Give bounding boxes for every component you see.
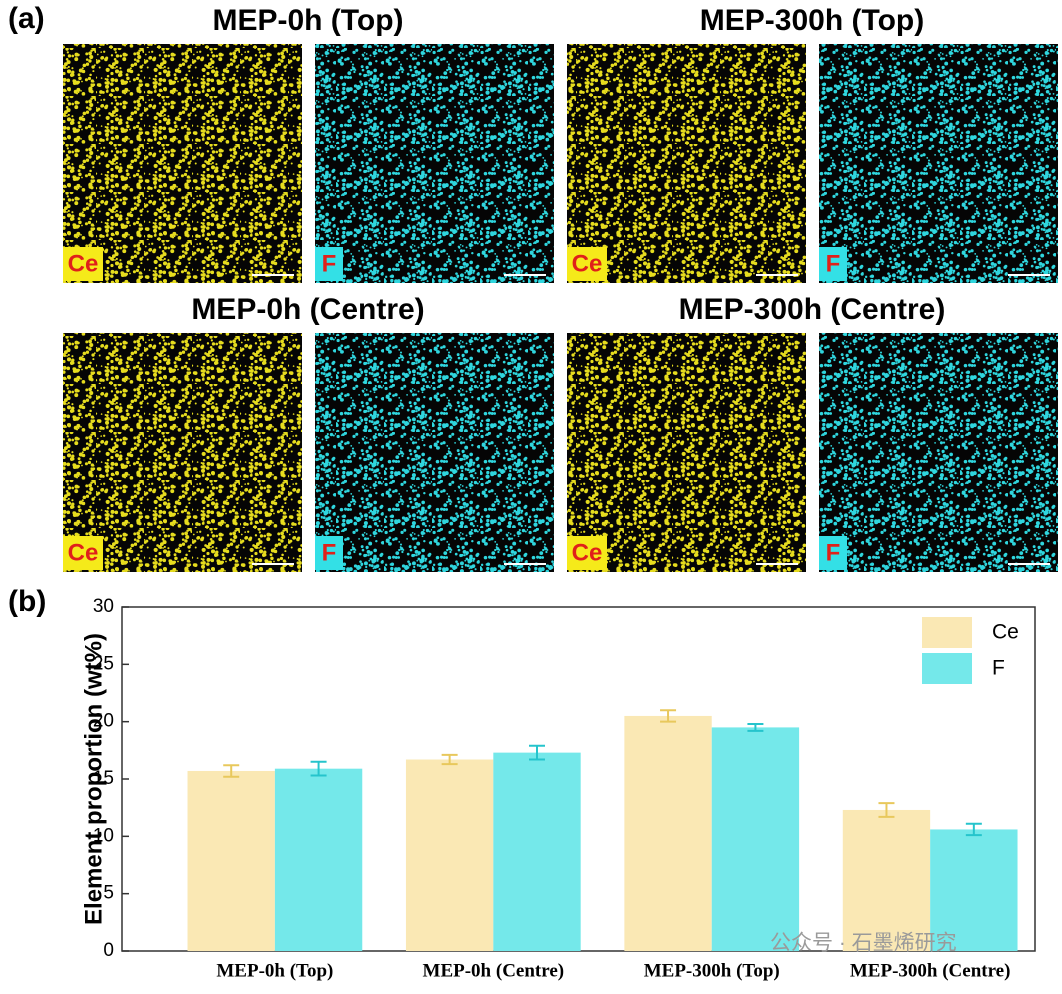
bar [624, 715, 712, 951]
bar [493, 752, 581, 951]
eds-map [567, 44, 806, 283]
watermark: 公众号 · 石墨烯研究 [770, 932, 957, 955]
legend-swatch [922, 617, 972, 648]
bar [711, 727, 800, 951]
bar [930, 829, 1018, 951]
element-badge [567, 536, 607, 570]
element-badge [819, 536, 847, 570]
x-tick-label: MEP-300h (Centre) [850, 960, 1011, 981]
bar [405, 759, 494, 951]
error-bar [747, 722, 764, 732]
map-title: MEP-0h (Top) [212, 4, 403, 37]
bar [187, 770, 275, 951]
eds-map [63, 333, 302, 572]
eds-map [819, 44, 1058, 283]
element-label: Ce [68, 250, 99, 277]
eds-map [567, 333, 806, 572]
bar [274, 768, 363, 951]
error-bar [878, 802, 895, 818]
x-tick-label: MEP-300h (Top) [644, 960, 780, 981]
panel-label: (b) [8, 585, 46, 618]
element-label: Ce [572, 539, 603, 566]
element-badge [63, 536, 103, 570]
y-tick-label: 0 [103, 940, 114, 961]
y-tick-label: 15 [93, 768, 114, 789]
element-label: F [322, 539, 337, 566]
legend-swatch [922, 653, 972, 684]
eds-map [819, 333, 1058, 572]
map-title: MEP-300h (Centre) [679, 293, 946, 326]
element-label: F [322, 250, 337, 277]
eds-map [315, 44, 554, 283]
element-label: Ce [572, 250, 603, 277]
error-bar [223, 764, 240, 778]
element-badge [315, 247, 343, 281]
element-label: F [826, 539, 841, 566]
y-tick-label: 20 [93, 711, 114, 732]
element-badge [567, 247, 607, 281]
panel-label: (a) [8, 2, 45, 35]
eds-map [63, 44, 302, 283]
legend-label: F [992, 657, 1005, 680]
map-title: MEP-300h (Top) [700, 4, 924, 37]
error-bar [660, 709, 677, 723]
y-tick-label: 25 [93, 653, 114, 674]
error-bar [529, 744, 545, 761]
element-label: F [826, 250, 841, 277]
element-badge [63, 247, 103, 281]
legend-label: Ce [992, 621, 1019, 644]
x-tick-label: MEP-0h (Top) [216, 960, 333, 981]
y-tick-label: 30 [93, 596, 114, 617]
map-title: MEP-0h (Centre) [191, 293, 424, 326]
element-label: Ce [68, 539, 99, 566]
y-tick-label: 10 [93, 825, 114, 846]
y-axis-label: Element proportion (wt%) [80, 633, 107, 925]
error-bar [965, 822, 982, 837]
error-bar [441, 753, 458, 766]
eds-map [315, 333, 554, 572]
element-badge [819, 247, 847, 281]
y-tick-label: 5 [103, 883, 114, 904]
element-badge [315, 536, 343, 570]
bar [842, 809, 931, 951]
error-bar [310, 760, 327, 777]
x-tick-label: MEP-0h (Centre) [423, 960, 565, 981]
